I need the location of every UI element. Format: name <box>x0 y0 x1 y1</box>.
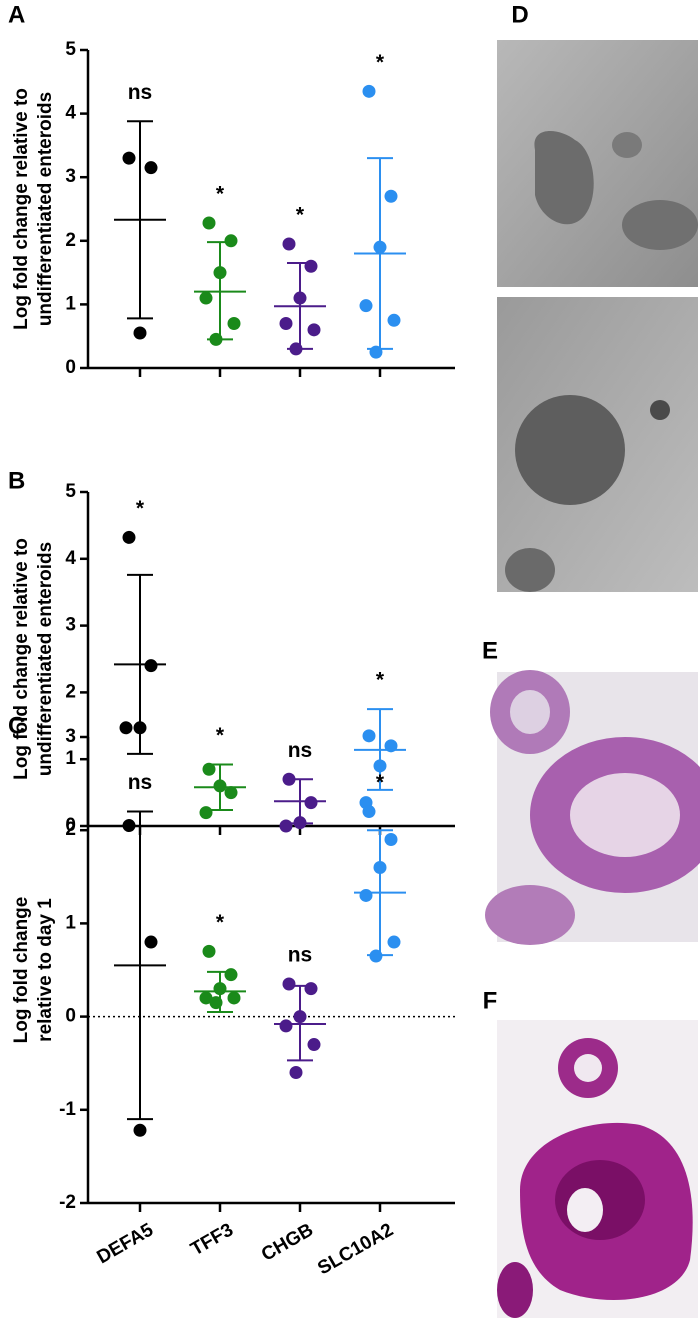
micrograph-e <box>485 670 700 945</box>
significance: * <box>376 669 385 692</box>
significance: * <box>376 771 385 794</box>
y-tick-label: 3 <box>65 615 76 636</box>
significance: ns <box>128 81 153 104</box>
data-point <box>384 833 398 847</box>
data-point <box>279 1019 293 1033</box>
micrograph-f <box>497 1020 698 1318</box>
panel-letter: A <box>8 1 25 28</box>
y-tick-label: 2 <box>65 819 76 840</box>
y-tick-label: 0 <box>65 1006 76 1027</box>
data-point <box>387 313 401 327</box>
significance: * <box>216 911 225 934</box>
y-tick-label: 1 <box>65 912 76 933</box>
data-point <box>362 84 376 98</box>
y-axis-label: Log fold change relative to <box>11 88 32 330</box>
y-tick-label: 5 <box>65 481 76 502</box>
data-point <box>199 806 213 820</box>
x-tick-label: DEFA5 <box>93 1219 157 1268</box>
significance: ns <box>288 739 313 762</box>
y-tick-label: 2 <box>65 230 76 251</box>
data-point <box>133 1123 147 1137</box>
y-tick-label: 0 <box>65 357 76 378</box>
x-tick-label: CHGB <box>258 1219 317 1265</box>
data-point <box>224 968 238 982</box>
data-point <box>144 659 158 673</box>
y-axis-label: Log fold change <box>11 897 32 1044</box>
data-point <box>362 805 376 819</box>
data-point <box>227 316 241 330</box>
panel-letter: E <box>482 637 498 664</box>
y-tick-label: 2 <box>65 681 76 702</box>
y-tick-label: 3 <box>65 166 76 187</box>
data-point <box>304 796 318 810</box>
data-point <box>144 161 158 175</box>
data-point <box>359 888 373 902</box>
data-point <box>202 216 216 230</box>
data-point <box>224 786 238 800</box>
data-point <box>199 991 213 1005</box>
x-tick-label: SLC10A2 <box>314 1219 397 1279</box>
y-axis-label: relative to day 1 <box>35 898 56 1042</box>
panel-letter: B <box>8 467 25 494</box>
data-point <box>122 530 136 544</box>
y-tick-label: 3 <box>65 726 76 747</box>
micrograph-d <box>497 40 698 592</box>
data-point <box>304 982 318 996</box>
panel-letter: D <box>511 1 528 28</box>
data-point <box>122 151 136 165</box>
data-point <box>304 259 318 273</box>
significance: * <box>296 204 305 227</box>
data-point <box>202 944 216 958</box>
significance: ns <box>288 944 313 967</box>
data-point <box>279 819 293 833</box>
significance: * <box>216 183 225 206</box>
data-point <box>362 729 376 743</box>
y-tick-label: -2 <box>59 1192 76 1213</box>
significance: * <box>136 497 145 520</box>
significance: * <box>216 724 225 747</box>
y-tick-label: 4 <box>65 103 76 124</box>
y-tick-label: 0 <box>65 815 76 836</box>
data-point <box>307 323 321 337</box>
y-tick-label: 1 <box>65 293 76 314</box>
y-tick-label: 4 <box>65 548 76 569</box>
data-point <box>387 935 401 949</box>
panel-letter: F <box>483 987 498 1014</box>
x-tick-label: TFF3 <box>187 1219 237 1260</box>
data-point <box>224 234 238 248</box>
data-point <box>202 762 216 776</box>
data-point <box>279 316 293 330</box>
significance: ns <box>128 771 153 794</box>
panel-letter: C <box>8 712 25 739</box>
data-point <box>122 819 136 833</box>
data-point <box>199 291 213 305</box>
y-tick-label: 1 <box>65 748 76 769</box>
significance: * <box>376 51 385 74</box>
data-point <box>133 326 147 340</box>
y-axis-label: Log fold change relative to <box>11 538 32 780</box>
data-point <box>144 935 158 949</box>
data-point <box>289 1066 303 1080</box>
y-tick-label: -1 <box>59 1099 76 1120</box>
data-point <box>282 237 296 251</box>
data-point <box>227 991 241 1005</box>
data-point <box>282 977 296 991</box>
data-point <box>119 721 133 735</box>
data-point <box>384 189 398 203</box>
y-axis-label: undifferentiated enteroids <box>35 542 56 776</box>
y-axis-label: undifferentiated enteroids <box>35 92 56 326</box>
y-tick-label: 5 <box>65 39 76 60</box>
data-point <box>359 299 373 313</box>
data-point <box>307 1038 321 1052</box>
